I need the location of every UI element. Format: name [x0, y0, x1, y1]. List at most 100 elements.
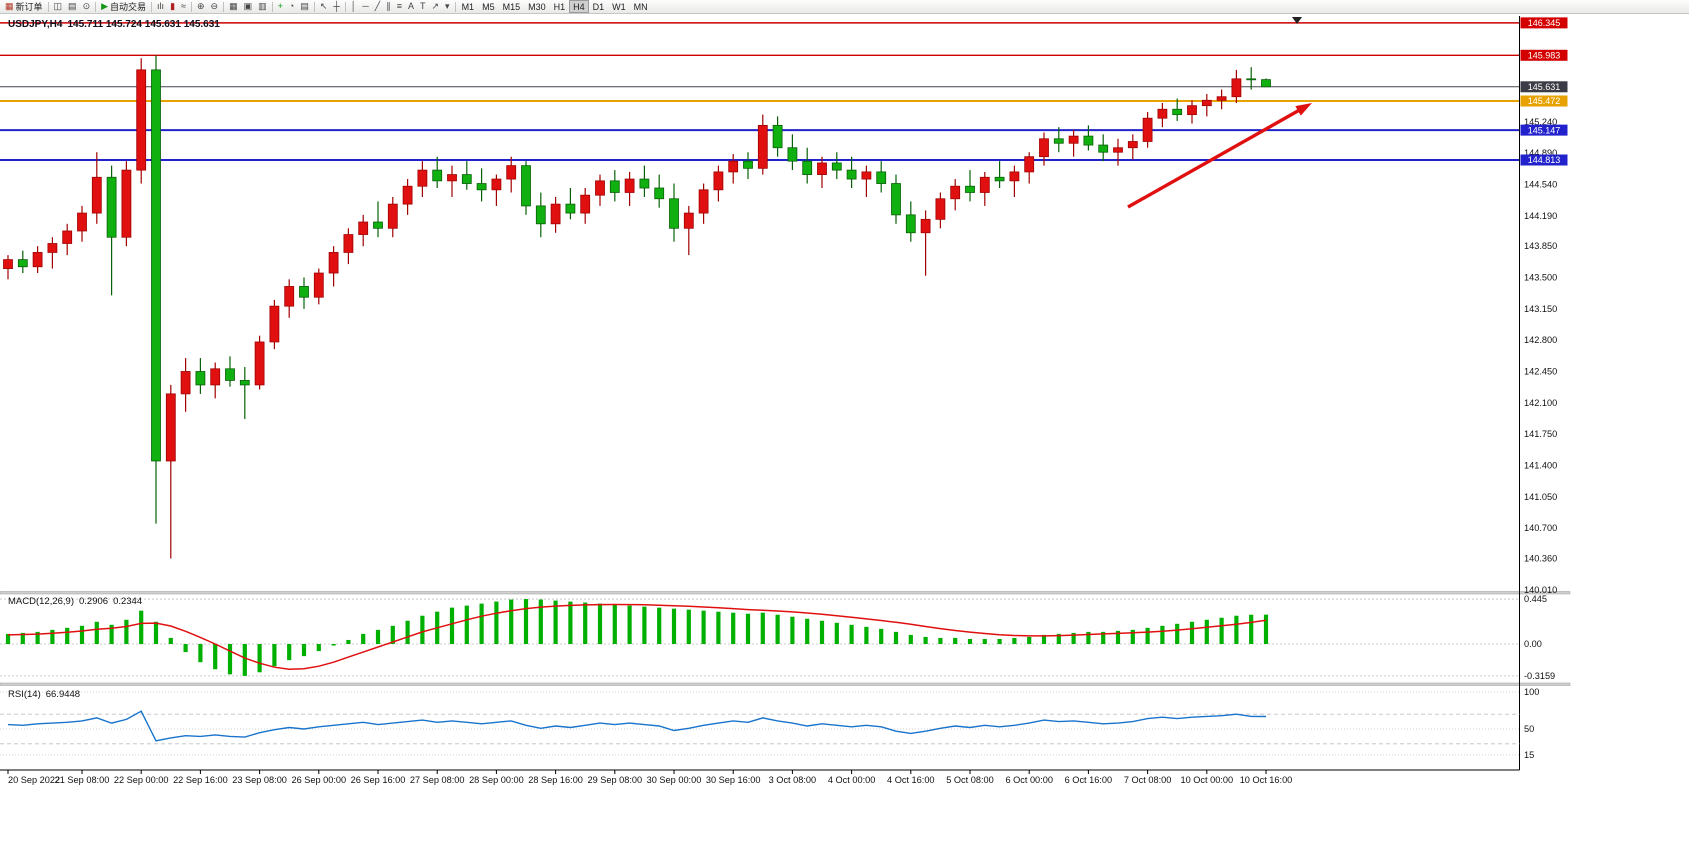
- arrows-button[interactable]: ↗: [428, 0, 442, 13]
- macd-bar: [657, 607, 662, 644]
- timeframe-m5[interactable]: M5: [478, 0, 499, 13]
- crosshair-button[interactable]: ┼: [330, 0, 342, 13]
- candle-body: [91, 176, 102, 214]
- svg-text:145.631: 145.631: [1528, 82, 1561, 92]
- auto-trading-button-label: 自动交易: [110, 2, 147, 12]
- text-button[interactable]: A: [405, 0, 417, 13]
- cascade-windows-button[interactable]: ▣: [241, 0, 256, 13]
- zoom-in-button[interactable]: ⊕: [194, 0, 208, 13]
- bar-chart-button[interactable]: ılı: [154, 0, 167, 13]
- svg-text:142.800: 142.800: [1524, 335, 1557, 345]
- macd-bar: [671, 608, 677, 644]
- auto-trading-button[interactable]: ▶ 自动交易: [98, 0, 149, 13]
- new-chart-button[interactable]: ◫: [51, 0, 66, 13]
- svg-text:28 Sep 16:00: 28 Sep 16:00: [528, 775, 583, 785]
- candle-body: [772, 124, 783, 149]
- timeframe-m5-label: M5: [482, 1, 495, 12]
- svg-text:145.983: 145.983: [1528, 50, 1561, 60]
- fibonacci-icon: ≡: [396, 1, 402, 11]
- svg-text:22 Sep 16:00: 22 Sep 16:00: [173, 775, 228, 785]
- indicators-button[interactable]: +: [275, 0, 286, 13]
- new-chart-icon: ◫: [53, 1, 63, 11]
- macd-bar: [109, 624, 114, 644]
- candlestick-chart-button[interactable]: ▮: [167, 0, 178, 13]
- svg-text:4 Oct 16:00: 4 Oct 16:00: [887, 775, 935, 785]
- price-axis[interactable]: 145.240 144.890 144.540 144.190 143.850 143.5…: [1524, 117, 1557, 595]
- arrange-icons-button[interactable]: ▥: [255, 0, 270, 13]
- macd-bar: [272, 644, 277, 667]
- candle-body: [1172, 108, 1183, 116]
- cursor-button[interactable]: ↖: [317, 0, 331, 13]
- macd-bar: [153, 621, 159, 644]
- profiles-button[interactable]: ▤: [65, 0, 80, 13]
- vertical-line-button[interactable]: │: [348, 0, 360, 13]
- templates-button[interactable]: ▤: [297, 0, 312, 13]
- fibonacci-button[interactable]: ≡: [394, 0, 405, 13]
- candle-body: [299, 286, 309, 298]
- candle-body: [62, 230, 73, 244]
- candle-body: [165, 393, 176, 462]
- arrows-dropdown[interactable]: ▾: [442, 0, 453, 13]
- svg-text:10 Oct 00:00: 10 Oct 00:00: [1180, 775, 1233, 785]
- macd-bar: [20, 632, 25, 644]
- macd-bar: [538, 599, 543, 644]
- svg-text:142.450: 142.450: [1524, 366, 1557, 376]
- periods-button[interactable]: ◔: [286, 0, 297, 13]
- svg-text:141.750: 141.750: [1524, 429, 1557, 439]
- refresh-icon: ⊙: [82, 1, 91, 11]
- macd-bar: [982, 638, 987, 644]
- new-order-button[interactable]: ▦ 新订单: [2, 0, 46, 13]
- timeframe-h4[interactable]: H4: [569, 0, 589, 13]
- timeframe-m1[interactable]: M1: [458, 0, 479, 13]
- timeframe-d1-label: D1: [592, 1, 605, 12]
- refresh-button[interactable]: ⊙: [80, 0, 94, 13]
- horizontal-line-button[interactable]: ─: [359, 0, 371, 13]
- macd-bar: [938, 637, 943, 644]
- chart-shift-marker[interactable]: [1292, 17, 1302, 24]
- macd-bar: [287, 644, 292, 661]
- timeframe-mn[interactable]: MN: [630, 0, 652, 13]
- trendline-icon: ╱: [374, 1, 381, 11]
- svg-text:144.190: 144.190: [1524, 211, 1557, 221]
- timeframe-h1[interactable]: H1: [550, 0, 570, 13]
- candle-body: [373, 221, 383, 229]
- trend-arrow-annotation[interactable]: [1127, 103, 1312, 209]
- timeframe-w1[interactable]: W1: [608, 0, 630, 13]
- candle-body: [876, 171, 887, 184]
- macd-rsi-separator[interactable]: [0, 682, 1571, 686]
- label-button[interactable]: T: [417, 0, 429, 13]
- chart-macd-separator[interactable]: [0, 591, 1571, 595]
- candle-body: [506, 165, 517, 180]
- channel-button[interactable]: ∥: [383, 0, 394, 13]
- candle-body: [639, 178, 650, 189]
- candle-body: [521, 165, 531, 207]
- candle-body: [313, 272, 324, 298]
- trendline-button[interactable]: ╱: [372, 0, 383, 13]
- macd-bar: [301, 644, 307, 657]
- panel-separators[interactable]: [0, 591, 1571, 686]
- candles-layer[interactable]: [3, 55, 1271, 559]
- candle-body: [491, 178, 502, 191]
- vertical-line-icon: │: [350, 1, 357, 11]
- candle-body: [1053, 138, 1064, 144]
- candle-body: [328, 252, 339, 274]
- timeframe-d1[interactable]: D1: [589, 0, 609, 13]
- toolbar-separator: [271, 1, 273, 12]
- timeframe-m15[interactable]: M15: [499, 0, 525, 13]
- macd-bar: [523, 599, 529, 644]
- zoom-out-button[interactable]: ⊖: [208, 0, 222, 13]
- candle-body: [757, 124, 768, 169]
- line-chart-button[interactable]: ≈: [178, 0, 189, 13]
- candle-body: [17, 259, 28, 268]
- candle-body: [402, 185, 413, 205]
- rsi-panel[interactable]: 100 50 15: [0, 687, 1539, 760]
- macd-bar: [1160, 625, 1165, 644]
- timeframe-m30[interactable]: M30: [524, 0, 550, 13]
- macd-panel[interactable]: 0.445 0.00 -0.3159: [0, 594, 1555, 681]
- svg-text:142.100: 142.100: [1524, 398, 1557, 408]
- candle-body: [979, 176, 990, 193]
- tile-windows-button[interactable]: ▦: [226, 0, 241, 13]
- svg-text:140.360: 140.360: [1524, 554, 1557, 564]
